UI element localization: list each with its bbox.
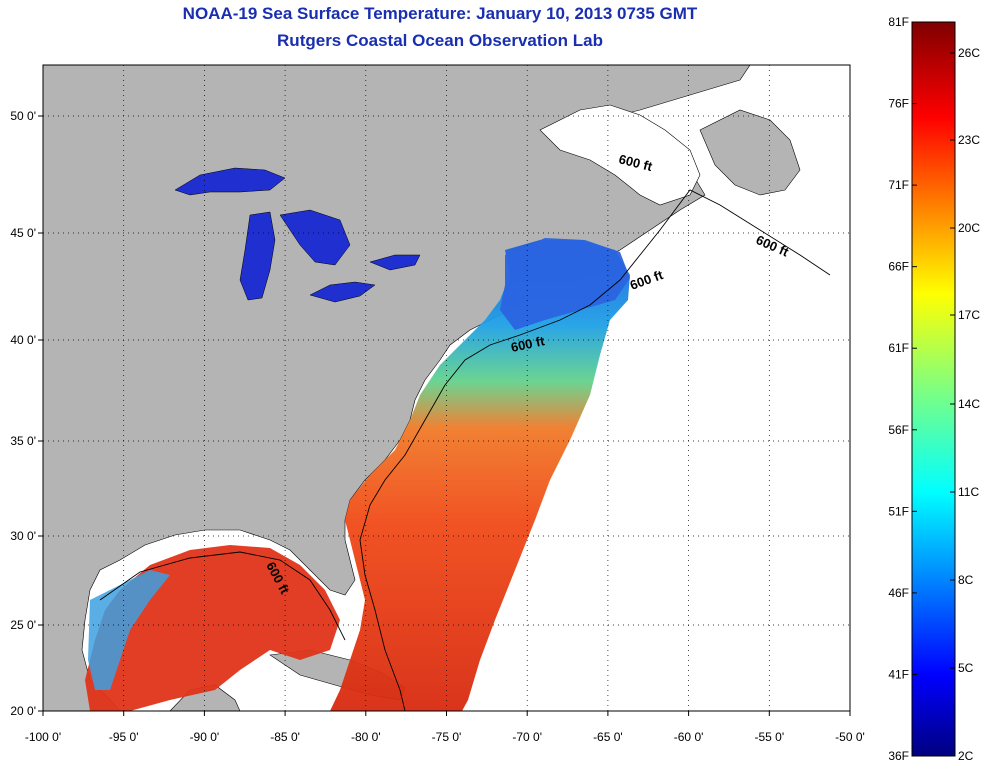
- colorbar-label-fahrenheit: 76F: [888, 97, 909, 111]
- lake-michigan: [239, 211, 276, 301]
- land-newfoundland: [699, 109, 801, 196]
- colorbar-label-celsius: 11C: [958, 485, 979, 499]
- colorbar-label-fahrenheit: 41F: [888, 667, 909, 681]
- lake-ontario: [369, 254, 421, 271]
- map-subtitle: Rutgers Coastal Ocean Observation Lab: [277, 31, 603, 50]
- lake-superior: [174, 167, 286, 196]
- colorbar-label-celsius: 17C: [958, 308, 980, 322]
- y-tick-label: 40 0': [10, 333, 36, 347]
- x-tick-label: -100 0': [25, 730, 61, 744]
- y-tick-label: 20 0': [10, 704, 36, 718]
- colorbar-label-celsius: 5C: [958, 661, 974, 675]
- sst-gulf-of-maine: [500, 238, 630, 330]
- y-tick-label: 35 0': [10, 434, 36, 448]
- isobath-600ft-gulf: [99, 551, 346, 641]
- y-tick-label: 45 0': [10, 226, 36, 240]
- latitude-ticks: 50 0' 45 0' 40 0' 35 0' 30 0' 25 0' 20 0': [10, 109, 43, 718]
- colorbar-label-celsius: 26C: [958, 46, 980, 60]
- x-tick-label: -80 0': [351, 730, 381, 744]
- colorbar-label-celsius: 2C: [958, 749, 974, 763]
- x-tick-label: -60 0': [674, 730, 704, 744]
- x-tick-label: -65 0': [593, 730, 623, 744]
- x-tick-label: -50 0': [835, 730, 865, 744]
- colorbar-label-fahrenheit: 51F: [888, 504, 909, 518]
- colorbar-label-celsius: 8C: [958, 573, 974, 587]
- x-tick-label: -75 0': [432, 730, 462, 744]
- colorbar-label-fahrenheit: 46F: [888, 586, 909, 600]
- colorbar-label-celsius: 23C: [958, 133, 980, 147]
- x-tick-label: -95 0': [109, 730, 139, 744]
- colorbar: [911, 21, 956, 757]
- gulf-st-lawrence: [539, 104, 701, 206]
- lake-erie: [309, 281, 376, 303]
- colorbar-label-fahrenheit: 71F: [888, 178, 909, 192]
- y-tick-label: 50 0': [10, 109, 36, 123]
- x-tick-label: -85 0': [270, 730, 300, 744]
- longitude-ticks: -100 0' -95 0' -90 0' -85 0' -80 0' -75 0' -70…: [25, 711, 865, 744]
- colorbar-label-celsius: 14C: [958, 397, 980, 411]
- y-tick-label: 30 0': [10, 529, 36, 543]
- sst-swath-atlantic: [330, 240, 630, 711]
- x-tick-label: -55 0': [754, 730, 784, 744]
- colorbar-label-fahrenheit: 81F: [888, 15, 909, 29]
- colorbar-label-fahrenheit: 36F: [888, 749, 909, 763]
- colorbar-label-celsius: 20C: [958, 221, 980, 235]
- map-title: NOAA-19 Sea Surface Temperature: January…: [182, 4, 698, 23]
- sst-gulf-coastal-band: [88, 570, 170, 690]
- colorbar-label-fahrenheit: 66F: [888, 260, 909, 274]
- colorbar-celsius-labels: 26C 23C 20C 17C 14C 11C 8C 5C 2C: [950, 46, 980, 763]
- colorbar-label-fahrenheit: 61F: [888, 341, 909, 355]
- x-tick-label: -90 0': [190, 730, 220, 744]
- y-tick-label: 25 0': [10, 618, 36, 632]
- colorbar-fahrenheit-labels: 81F 76F 71F 66F 61F 56F 51F 46F 41F 36F: [888, 15, 917, 763]
- contour-label: 600 ft: [510, 333, 547, 355]
- isobath-600ft: [359, 189, 831, 711]
- lake-huron: [279, 209, 351, 266]
- x-tick-label: -70 0': [512, 730, 542, 744]
- colorbar-label-fahrenheit: 56F: [888, 423, 909, 437]
